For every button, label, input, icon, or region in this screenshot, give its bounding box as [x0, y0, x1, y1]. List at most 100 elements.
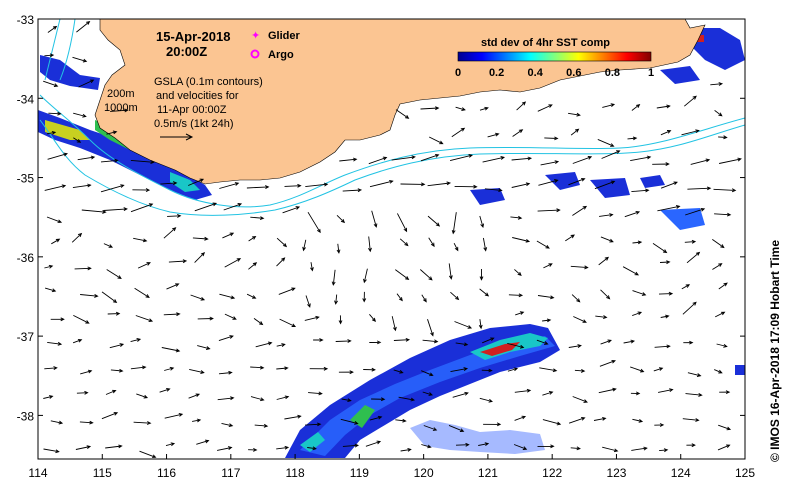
isobath-label-200m: 200m [107, 88, 135, 100]
velocity-arrow [714, 311, 726, 318]
velocity-arrow [276, 395, 290, 400]
velocity-arrow [105, 444, 123, 449]
velocity-arrow [681, 284, 691, 290]
velocity-arrow [46, 216, 63, 224]
x-tick-label: 123 [606, 466, 626, 480]
velocity-arrow [43, 80, 59, 87]
colorbar-tick-label: 0.4 [528, 67, 544, 79]
velocity-arrow [106, 130, 118, 135]
velocity-arrow [542, 419, 562, 426]
x-tick-label: 120 [414, 466, 434, 480]
velocity-arrow [246, 185, 270, 189]
velocity-arrow [660, 314, 670, 319]
velocity-arrow [514, 388, 532, 393]
velocity-arrow [454, 184, 478, 189]
velocity-arrow [197, 345, 211, 350]
isobath-label-1000m: 1000m [104, 102, 138, 114]
velocity-arrow [396, 293, 403, 302]
velocity-arrow [396, 213, 408, 233]
velocity-arrow [481, 368, 493, 373]
velocity-arrow [544, 136, 559, 141]
colorbar-tick-label: 0.6 [566, 67, 581, 79]
velocity-arrow [451, 127, 466, 138]
velocity-arrow [340, 418, 359, 425]
velocity-arrow [105, 389, 117, 395]
velocity-arrow [427, 181, 452, 187]
velocity-arrow [507, 342, 525, 349]
velocity-arrow [571, 294, 581, 303]
velocity-arrow [422, 391, 433, 396]
velocity-arrow [338, 370, 354, 375]
velocity-arrow [75, 445, 92, 450]
velocity-arrow [654, 423, 665, 427]
velocity-arrow [304, 315, 320, 321]
velocity-arrow [712, 263, 723, 270]
gsla-note-line2: and velocities for [156, 90, 239, 102]
velocity-arrow [420, 106, 440, 111]
velocity-arrow [391, 155, 416, 161]
velocity-arrow [718, 282, 728, 290]
velocity-arrow [310, 262, 314, 272]
colorbar-tick-label: 0.2 [489, 67, 504, 79]
velocity-arrow [74, 266, 92, 271]
velocity-arrow [593, 416, 607, 421]
velocity-arrow [282, 206, 301, 214]
velocity-arrow [78, 79, 95, 88]
velocity-arrow [428, 237, 435, 248]
velocity-arrow [631, 103, 641, 111]
velocity-arrow [479, 215, 485, 228]
velocity-arrow [369, 415, 383, 421]
velocity-arrow [163, 312, 181, 317]
velocity-arrow [449, 154, 474, 162]
velocity-arrow [631, 446, 648, 451]
velocity-arrow [719, 390, 731, 395]
velocity-arrow [368, 156, 388, 165]
velocity-arrow [454, 321, 473, 329]
x-tick-label: 125 [735, 466, 755, 480]
velocity-arrow [159, 388, 171, 393]
velocity-arrow [630, 366, 645, 373]
velocity-arrow [602, 103, 616, 108]
velocity-arrow [565, 234, 575, 242]
colorbar [457, 51, 652, 62]
velocity-arrow [165, 442, 176, 447]
velocity-arrow [658, 388, 674, 393]
velocity-arrow [335, 339, 352, 343]
velocity-arrow [284, 414, 302, 420]
velocity-arrow [685, 393, 703, 397]
velocity-arrow [44, 53, 55, 58]
y-tick-label: -38 [17, 409, 35, 423]
velocity-arrow [255, 341, 273, 348]
velocity-arrow [51, 238, 61, 245]
velocity-arrow [248, 235, 257, 242]
velocity-arrow [683, 340, 694, 345]
velocity-arrow [540, 160, 560, 166]
velocity-arrow [568, 416, 586, 424]
x-tick-label: 114 [28, 466, 47, 480]
velocity-arrow [714, 369, 723, 374]
x-tick-label: 119 [350, 466, 369, 480]
velocity-arrow [660, 130, 672, 136]
velocity-arrow [164, 412, 184, 419]
velocity-arrow [594, 180, 616, 190]
velocity-arrow [313, 338, 324, 342]
velocity-arrow [218, 370, 233, 375]
velocity-arrow [513, 444, 528, 450]
velocity-arrow [254, 423, 269, 428]
velocity-arrow [331, 269, 336, 286]
velocity-arrow [132, 188, 151, 193]
velocity-arrow [163, 227, 177, 239]
velocity-arrow [428, 136, 444, 145]
velocity-arrow [73, 137, 82, 143]
velocity-arrow [194, 252, 206, 263]
velocity-arrow [369, 179, 394, 188]
velocity-arrow [450, 367, 469, 373]
velocity-arrow [110, 368, 124, 373]
velocity-arrow [453, 242, 459, 252]
velocity-arrow [537, 208, 561, 213]
velocity-arrow [684, 95, 697, 107]
gsla-note-line4: 0.5m/s (1kt 24h) [154, 118, 233, 130]
velocity-arrow [422, 339, 439, 344]
velocity-arrow [427, 215, 441, 227]
